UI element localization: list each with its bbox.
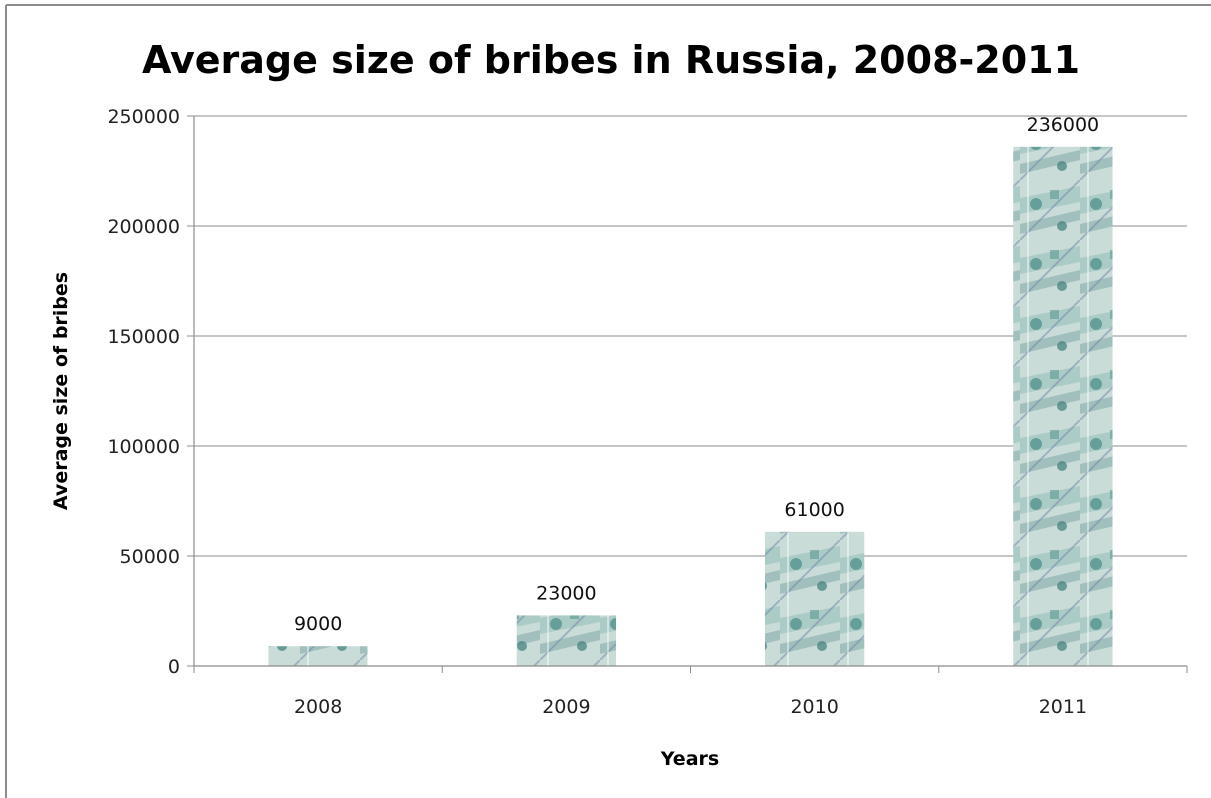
data-labels: 9000 23000 61000 236000 — [294, 114, 1099, 635]
y-tick-label: 150000 — [107, 326, 180, 348]
y-tick-label: 50000 — [120, 546, 180, 568]
data-label-2010: 61000 — [784, 499, 844, 521]
bar-2010 — [764, 531, 865, 666]
y-tick-label: 200000 — [107, 216, 180, 238]
x-axis-ticks: 2008 2009 2010 2011 — [193, 666, 1188, 718]
bars — [268, 146, 1113, 667]
chart-title: Average size of bribes in Russia, 2008-2… — [142, 38, 1080, 82]
y-tick-label: 100000 — [107, 436, 180, 458]
data-label-2011: 236000 — [1027, 114, 1100, 136]
data-label-2009: 23000 — [536, 582, 596, 604]
bar-2008 — [268, 646, 368, 666]
x-axis-title: Years — [660, 748, 719, 770]
x-tick-label-2011: 2011 — [1039, 696, 1087, 718]
y-tick-label: 0 — [168, 656, 180, 678]
y-tick-label: 250000 — [107, 106, 180, 128]
bar-2009 — [516, 615, 617, 666]
y-axis-ticks: 0 50000 100000 150000 200000 250000 — [107, 106, 194, 678]
x-tick-label-2010: 2010 — [790, 696, 838, 718]
bar-2011 — [1013, 146, 1113, 667]
gridlines — [194, 115, 1187, 557]
y-axis-title: Average size of bribes — [50, 272, 72, 510]
x-tick-label-2009: 2009 — [542, 696, 590, 718]
x-tick-label-2008: 2008 — [294, 696, 342, 718]
data-label-2008: 9000 — [294, 613, 342, 635]
